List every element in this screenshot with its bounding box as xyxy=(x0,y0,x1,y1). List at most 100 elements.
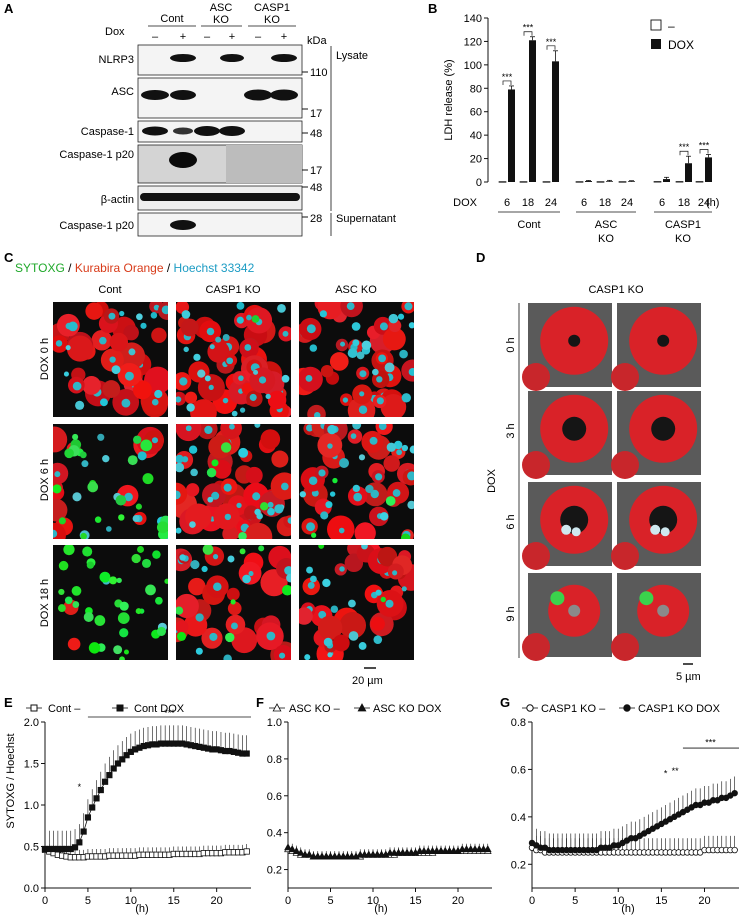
b-bar-minus xyxy=(596,181,605,183)
hoechst-nucleus xyxy=(348,631,359,641)
sytox-nucleus xyxy=(58,517,66,525)
red-cell xyxy=(273,644,291,660)
blot-label-caspase1-p20: Caspase-1 p20 xyxy=(59,149,134,161)
red-cell xyxy=(151,327,167,343)
f-y-tick-label: 0.2 xyxy=(267,865,282,877)
hoechst-nucleus xyxy=(407,500,414,510)
sytox-nucleus xyxy=(57,604,66,613)
hoechst-nucleus xyxy=(384,362,395,373)
hoechst-nucleus xyxy=(339,566,345,572)
hoechst-nucleus xyxy=(408,367,414,376)
hoechst-nucleus xyxy=(212,554,219,560)
sytox-nucleus xyxy=(64,448,74,459)
e-legend-2: Cont DOX xyxy=(134,703,185,715)
marker-48-a: 48 xyxy=(310,128,322,140)
hoechst-nucleus xyxy=(238,447,249,458)
panel-label-b: B xyxy=(428,1,437,16)
g-x-tick-label: 0 xyxy=(529,895,535,907)
sytox-nucleus xyxy=(258,545,265,552)
hoechst-nucleus xyxy=(373,635,383,644)
red-cell xyxy=(383,455,400,472)
hoechst-nucleus xyxy=(97,433,105,441)
g-x-tick-label: 15 xyxy=(655,895,667,907)
hoechst-nucleus xyxy=(313,412,321,417)
c-col-casp1: CASP1 KO xyxy=(205,284,260,296)
hoechst-nucleus xyxy=(361,340,372,351)
b-legend-swatch-minus xyxy=(650,19,662,31)
d-dox-label: DOX xyxy=(486,468,498,493)
sytox-nucleus xyxy=(115,494,127,506)
f-legend-1: ASC KO – xyxy=(289,703,341,715)
marker-17-b: 17 xyxy=(310,165,322,177)
red-cell xyxy=(370,616,385,631)
hoechst-nucleus xyxy=(195,647,203,655)
f-point xyxy=(288,845,297,853)
sytox-nucleus xyxy=(251,315,260,323)
sytox-nucleus xyxy=(318,545,325,549)
red-cell xyxy=(118,342,146,370)
sytox-nucleus xyxy=(211,459,219,467)
hoechst-nucleus xyxy=(284,566,291,575)
g-legend-1: CASP1 KO – xyxy=(541,703,606,715)
hoechst-nucleus xyxy=(318,610,327,619)
c-row-0h: DOX 0 h xyxy=(39,338,51,380)
b-sig-label: *** xyxy=(523,23,534,33)
hoechst-nucleus xyxy=(176,490,181,500)
b-y-tick-label: 80 xyxy=(470,83,482,95)
hoechst-nucleus xyxy=(206,327,215,336)
sytox-nucleus xyxy=(99,571,111,583)
hoechst-nucleus xyxy=(229,424,235,430)
red-cell xyxy=(317,615,343,640)
hoechst-nucleus xyxy=(236,502,242,509)
hoechst-nucleus xyxy=(100,398,108,407)
hoechst-nucleus xyxy=(72,381,82,391)
hoechst-nucleus xyxy=(242,574,251,584)
group-label-asc: ASC xyxy=(210,2,233,14)
hoechst-nucleus xyxy=(396,449,403,456)
red-cell xyxy=(186,483,200,497)
b-group-label-asc: KO xyxy=(598,233,614,245)
hoechst-nucleus xyxy=(265,393,271,399)
hoechst-nucleus xyxy=(281,374,290,383)
sytox-nucleus xyxy=(220,442,232,453)
hoechst-nucleus xyxy=(397,313,405,320)
e-point xyxy=(84,814,92,821)
hoechst-nucleus xyxy=(75,400,85,410)
hoechst-nucleus xyxy=(339,458,350,468)
hoechst-nucleus xyxy=(106,526,112,532)
red-cell xyxy=(109,332,129,352)
sytox-nucleus xyxy=(63,545,75,556)
b-x-tick-label: 18 xyxy=(678,197,690,209)
c-col-cont: Cont xyxy=(98,284,121,296)
d-bleb xyxy=(571,527,581,537)
g-point xyxy=(731,846,738,854)
hoechst-nucleus xyxy=(99,336,107,345)
d-neighbor-cell xyxy=(522,451,550,479)
hoechst-nucleus xyxy=(81,460,89,468)
red-cell xyxy=(176,620,189,634)
f-x-tick-label: 0 xyxy=(285,895,291,907)
panel-label-f: F xyxy=(256,695,264,710)
c-tile-r1-c0 xyxy=(53,424,168,539)
hoechst-nucleus xyxy=(318,469,326,477)
b-group-label-casp1: KO xyxy=(675,233,691,245)
hoechst-nucleus xyxy=(286,573,291,583)
sytox-nucleus xyxy=(127,455,138,466)
sytox-nucleus xyxy=(156,521,168,534)
f-legend-2: ASC KO DOX xyxy=(373,703,442,715)
b-group-label-casp1: CASP1 xyxy=(665,219,701,231)
hoechst-nucleus xyxy=(204,425,213,435)
red-cell xyxy=(176,482,188,505)
hoechst-nucleus xyxy=(128,348,136,356)
e-sig-label: *** xyxy=(164,708,175,718)
d-tile-r2-c0 xyxy=(522,482,612,570)
sytox-nucleus xyxy=(142,473,154,485)
d-neighbor-cell xyxy=(611,542,639,570)
panel-label-c: C xyxy=(4,250,14,265)
hoechst-nucleus xyxy=(189,521,196,528)
red-cell xyxy=(227,601,242,616)
ldh-release-chart: LDH release (%) DOX (h) – DOX 0 20 40 60 80 1… xyxy=(443,13,719,245)
western-blot-panel: Dox Cont ASC KO CASP1 KO – + – + – + kDa… xyxy=(59,2,396,237)
d-bleb xyxy=(660,527,670,537)
sytox-nucleus xyxy=(311,532,317,538)
